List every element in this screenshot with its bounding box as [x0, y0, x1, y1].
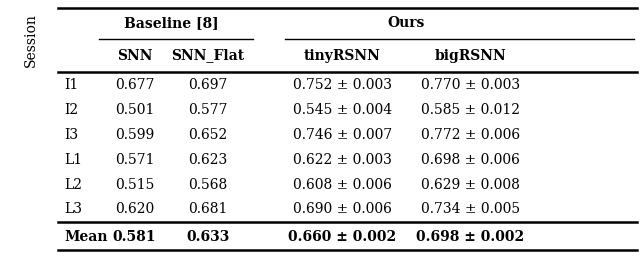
Text: L1: L1: [64, 153, 82, 167]
Text: bigRSNN: bigRSNN: [435, 48, 506, 63]
Text: 0.620: 0.620: [115, 202, 154, 216]
Text: 0.677: 0.677: [115, 78, 154, 92]
Text: 0.577: 0.577: [188, 103, 228, 117]
Text: 0.770 ± 0.003: 0.770 ± 0.003: [421, 78, 520, 92]
Text: 0.681: 0.681: [188, 202, 228, 216]
Text: 0.515: 0.515: [115, 178, 154, 192]
Text: I3: I3: [64, 128, 78, 142]
Text: 0.734 ± 0.005: 0.734 ± 0.005: [421, 202, 520, 216]
Text: 0.698 ± 0.002: 0.698 ± 0.002: [417, 230, 524, 244]
Text: 0.585 ± 0.012: 0.585 ± 0.012: [421, 103, 520, 117]
Text: 0.545 ± 0.004: 0.545 ± 0.004: [293, 103, 392, 117]
Text: 0.746 ± 0.007: 0.746 ± 0.007: [292, 128, 392, 142]
Text: 0.652: 0.652: [188, 128, 228, 142]
Text: SNN: SNN: [116, 48, 152, 63]
Text: 0.660 ± 0.002: 0.660 ± 0.002: [289, 230, 396, 244]
Text: L2: L2: [64, 178, 82, 192]
Text: 0.752 ± 0.003: 0.752 ± 0.003: [293, 78, 392, 92]
Text: I1: I1: [64, 78, 78, 92]
Text: 0.599: 0.599: [115, 128, 154, 142]
Text: 0.608 ± 0.006: 0.608 ± 0.006: [293, 178, 392, 192]
Text: 0.581: 0.581: [113, 230, 156, 244]
Text: 0.772 ± 0.006: 0.772 ± 0.006: [421, 128, 520, 142]
Text: I2: I2: [64, 103, 78, 117]
Text: Session: Session: [24, 13, 38, 67]
Text: 0.697: 0.697: [188, 78, 228, 92]
Text: L3: L3: [64, 202, 82, 216]
Text: 0.568: 0.568: [188, 178, 228, 192]
Text: 0.571: 0.571: [115, 153, 154, 167]
Text: 0.629 ± 0.008: 0.629 ± 0.008: [421, 178, 520, 192]
Text: 0.633: 0.633: [186, 230, 230, 244]
Text: Baseline [8]: Baseline [8]: [124, 16, 219, 30]
Text: tinyRSNN: tinyRSNN: [304, 48, 381, 63]
Text: Ours: Ours: [388, 16, 425, 30]
Text: 0.501: 0.501: [115, 103, 154, 117]
Text: 0.698 ± 0.006: 0.698 ± 0.006: [421, 153, 520, 167]
Text: 0.623: 0.623: [188, 153, 228, 167]
Text: Mean: Mean: [64, 230, 108, 244]
Text: 0.622 ± 0.003: 0.622 ± 0.003: [293, 153, 392, 167]
Text: SNN_Flat: SNN_Flat: [172, 48, 244, 63]
Text: 0.690 ± 0.006: 0.690 ± 0.006: [293, 202, 392, 216]
